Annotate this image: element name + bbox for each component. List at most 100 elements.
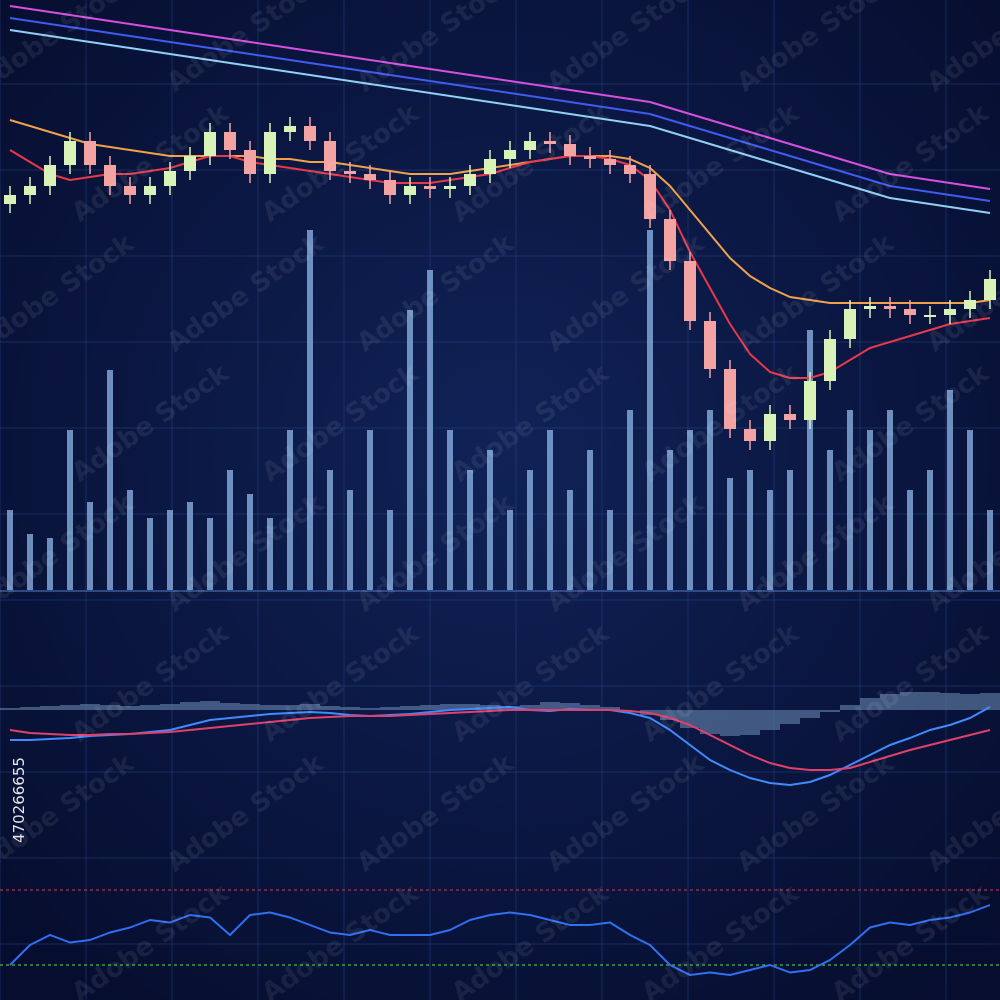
line-series bbox=[9, 709, 991, 771]
volume-bar bbox=[967, 430, 973, 590]
histogram-bar bbox=[660, 710, 680, 720]
line-series bbox=[10, 706, 991, 786]
volume-bar bbox=[47, 538, 53, 590]
histogram-bar bbox=[140, 705, 160, 710]
histogram-bar bbox=[0, 708, 20, 710]
volume-bar bbox=[207, 518, 213, 590]
histogram-bar bbox=[40, 706, 60, 710]
candle-body bbox=[524, 141, 536, 150]
candle-body bbox=[144, 186, 156, 195]
histogram-bar bbox=[180, 702, 200, 710]
candle-body bbox=[164, 171, 176, 186]
histogram-bar bbox=[840, 705, 860, 710]
candle-body bbox=[604, 159, 616, 165]
histogram-bar bbox=[100, 705, 120, 710]
histogram-bar bbox=[220, 703, 240, 710]
candle-body bbox=[564, 144, 576, 156]
histogram-bar bbox=[260, 705, 280, 710]
volume-bar bbox=[467, 470, 473, 590]
candle-body bbox=[844, 309, 856, 339]
histogram-bar bbox=[460, 704, 480, 710]
candle-body bbox=[884, 306, 896, 309]
volume-bar bbox=[367, 430, 373, 590]
histogram-bar bbox=[760, 710, 780, 730]
histogram-bar bbox=[960, 694, 980, 710]
candle-body bbox=[644, 174, 656, 219]
volume-bar bbox=[507, 510, 513, 590]
volume-bar bbox=[307, 230, 313, 590]
line-series bbox=[9, 29, 991, 214]
histogram-bar bbox=[700, 710, 720, 734]
candle-body bbox=[324, 141, 336, 171]
volume-bar bbox=[27, 534, 33, 590]
candle-body bbox=[364, 174, 376, 180]
histogram-bar bbox=[580, 705, 600, 710]
candle-body bbox=[464, 174, 476, 186]
candle-body bbox=[304, 126, 316, 141]
histogram-bar bbox=[540, 702, 560, 710]
volume-bar bbox=[267, 518, 273, 590]
candle-body bbox=[224, 132, 236, 150]
volume-bar bbox=[547, 430, 553, 590]
candle-body bbox=[4, 195, 16, 204]
volume-bar bbox=[827, 450, 833, 590]
histogram-bar bbox=[980, 693, 1000, 710]
volume-bar bbox=[807, 330, 813, 590]
histogram-bar bbox=[20, 707, 40, 710]
candle-body bbox=[904, 309, 916, 315]
candle-body bbox=[984, 279, 996, 300]
candle-body bbox=[964, 300, 976, 309]
histogram-bar bbox=[400, 706, 420, 710]
candle-body bbox=[344, 171, 356, 174]
candle-body bbox=[824, 339, 836, 381]
histogram-bar bbox=[380, 707, 400, 710]
volume-bar bbox=[927, 470, 933, 590]
candle-body bbox=[444, 186, 456, 189]
histogram-bar bbox=[360, 708, 380, 710]
candle-body bbox=[684, 261, 696, 321]
volume-bar bbox=[247, 494, 253, 590]
volume-bar bbox=[947, 390, 953, 590]
volume-bar bbox=[987, 510, 993, 590]
volume-bar bbox=[7, 510, 13, 590]
volume-bar bbox=[867, 430, 873, 590]
histogram-bar bbox=[340, 707, 360, 710]
volume-bar bbox=[527, 470, 533, 590]
volume-bar bbox=[67, 430, 73, 590]
histogram-bar bbox=[940, 693, 960, 710]
histogram-bar bbox=[820, 710, 840, 712]
line-series bbox=[9, 5, 991, 190]
volume-bar bbox=[227, 470, 233, 590]
candle-body bbox=[664, 219, 676, 261]
histogram-bar bbox=[920, 692, 940, 710]
candle-body bbox=[764, 414, 776, 441]
histogram-bar bbox=[420, 705, 440, 710]
candle-body bbox=[204, 132, 216, 156]
histogram-bar bbox=[200, 701, 220, 710]
candle-body bbox=[704, 321, 716, 369]
histogram-bar bbox=[320, 706, 340, 710]
candle-body bbox=[84, 141, 96, 165]
volume-bar bbox=[627, 410, 633, 590]
volume-bar bbox=[407, 310, 413, 590]
histogram-bar bbox=[120, 706, 140, 710]
volume-bar bbox=[447, 430, 453, 590]
volume-bar bbox=[707, 410, 713, 590]
candle-body bbox=[244, 150, 256, 174]
histogram-bar bbox=[240, 704, 260, 710]
candle-body bbox=[44, 165, 56, 186]
volume-bar bbox=[727, 478, 733, 590]
candle-body bbox=[784, 414, 796, 420]
histogram-bar bbox=[720, 710, 740, 736]
volume-bar bbox=[107, 370, 113, 590]
histogram-bar bbox=[800, 710, 820, 718]
line-series bbox=[9, 904, 991, 976]
candle-body bbox=[124, 186, 136, 195]
candle-body bbox=[24, 186, 36, 195]
volume-bar bbox=[887, 410, 893, 590]
histogram-bar bbox=[80, 704, 100, 710]
line-series bbox=[9, 17, 991, 202]
candle-body bbox=[544, 141, 556, 144]
